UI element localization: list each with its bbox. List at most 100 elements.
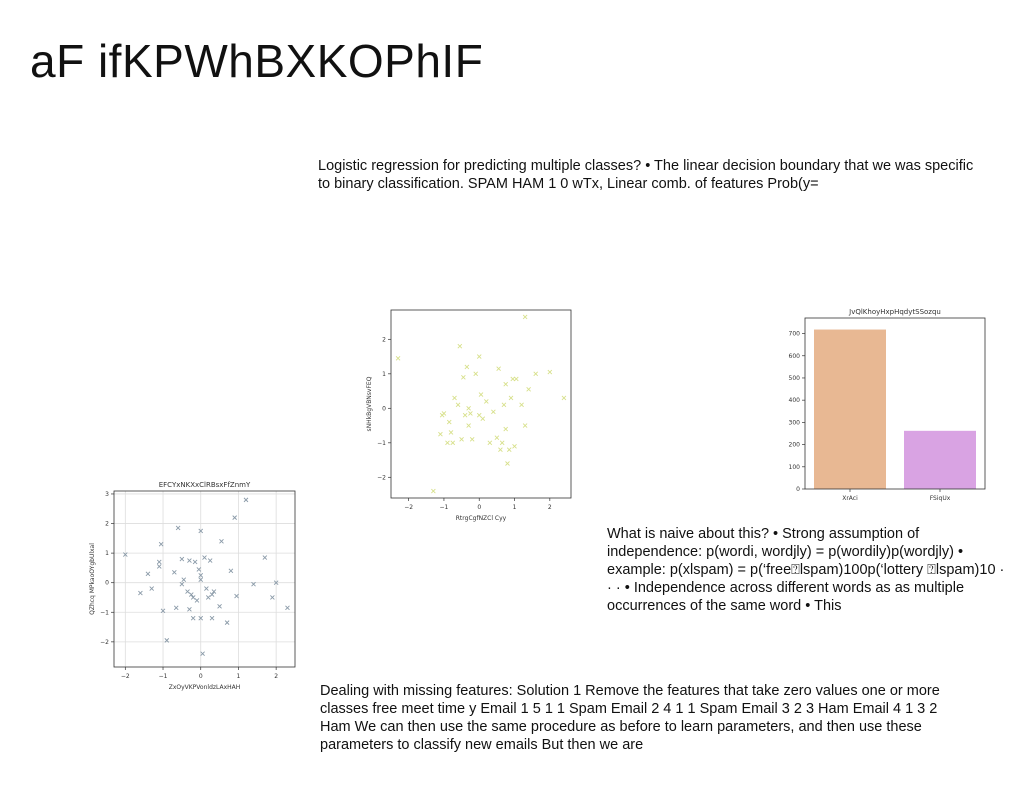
- scatter-point: [466, 405, 471, 411]
- x-axis-label: ZxOyVKPVonldzLAxHAH: [169, 684, 241, 691]
- x-tick-label: −1: [159, 673, 168, 680]
- scatter-point: [476, 412, 482, 418]
- scatter-point: [205, 595, 211, 600]
- bar-chart: JvQlKhoyHxpHqdytSSozqu XrAci FSiqUx 0 100 200…: [789, 308, 986, 502]
- scatter-point: [181, 577, 187, 583]
- scatter-point: [498, 447, 503, 453]
- scatter-point: [473, 371, 479, 377]
- y-tick-label: 700: [789, 331, 801, 338]
- scatter-point: [499, 440, 505, 446]
- scatter-plot-1: −2 −1 0 1 2 −2 −1 0 1 2 RtrgCgfNZCl Cyy sNHkBgVBNsv…: [366, 309, 572, 522]
- scatter-point: [533, 371, 539, 377]
- y-tick-label: −1: [100, 609, 109, 616]
- chart-title: EFCYxNKXxClRBsxFfZnmY: [159, 481, 251, 489]
- scatter-point: [251, 581, 256, 587]
- scatter-point: [466, 423, 471, 428]
- y-tick-label: 600: [789, 353, 801, 360]
- x-tick-label: 1: [237, 673, 241, 680]
- scatter-point: [480, 416, 486, 421]
- scatter-point: [158, 541, 164, 547]
- y-tick-label: 2: [105, 521, 109, 528]
- scatter-point: [198, 572, 204, 578]
- text-block-logistic-regression: Logistic regression for predicting multi…: [318, 158, 974, 192]
- chart-title: JvQlKhoyHxpHqdytSSozqu: [848, 308, 941, 316]
- scatter-point: [156, 564, 162, 569]
- plot-frame: [390, 309, 572, 499]
- scatter-point: [198, 528, 204, 534]
- scatter-point: [187, 558, 192, 563]
- scatter-point: [483, 399, 489, 404]
- scatter-point: [172, 570, 177, 575]
- scatter-point: [234, 593, 239, 599]
- scatter-point: [228, 568, 234, 574]
- scatter-point: [522, 314, 528, 320]
- x-tick-label: −2: [121, 673, 130, 680]
- x-axis-label: RtrgCgfNZCl Cyy: [456, 515, 507, 522]
- text-block-naive-bayes: What is naive about this? • Strong assum…: [607, 526, 1005, 614]
- scatter-point: [508, 395, 514, 401]
- x-tick-label: XrAci: [842, 495, 858, 502]
- y-tick-label: 2: [382, 336, 386, 343]
- scatter-point: [469, 437, 475, 442]
- scatter-point: [510, 376, 516, 382]
- scatter-point: [190, 595, 196, 600]
- y-tick-label: 1: [105, 550, 109, 557]
- scatter-point: [468, 411, 473, 416]
- scatter-point: [224, 620, 230, 625]
- scatter-point: [156, 559, 162, 565]
- y-tick-label: 3: [105, 491, 109, 498]
- scatter-point: [217, 604, 222, 609]
- scatter-point: [457, 343, 463, 349]
- scatter-point: [561, 395, 567, 401]
- scatter-point: [512, 443, 517, 449]
- y-tick-label: 200: [789, 442, 801, 449]
- scatter-point: [232, 515, 237, 520]
- scatter-point: [145, 571, 151, 577]
- scatter-point: [190, 615, 196, 621]
- scatter-point: [526, 387, 531, 392]
- scatter-point: [450, 440, 456, 446]
- text-block-missing-features: Dealing with missing features: Solution …: [320, 683, 940, 753]
- y-tick-label: 0: [796, 486, 800, 493]
- scatter-point: [198, 615, 204, 621]
- scatter-point: [503, 381, 509, 387]
- plot-frame: [113, 490, 296, 668]
- scatter-point: [243, 497, 249, 503]
- scatter-point: [164, 638, 170, 643]
- scatter-point: [505, 461, 510, 466]
- bar: [814, 329, 886, 489]
- scatter-point: [173, 605, 179, 611]
- scatter-point: [461, 374, 466, 380]
- scatter-point: [501, 402, 507, 408]
- scatter-point: [476, 354, 482, 359]
- scatter-point: [187, 607, 192, 612]
- y-tick-label: 1: [382, 371, 386, 378]
- scatter-point: [445, 440, 450, 446]
- scatter-point: [200, 651, 205, 657]
- y-tick-label: 0: [105, 580, 109, 587]
- y-tick-label: 100: [789, 464, 801, 471]
- x-tick-label: 2: [548, 504, 552, 511]
- scatter-point: [273, 580, 279, 586]
- scatter-point: [462, 412, 468, 418]
- scatter-point: [455, 402, 461, 408]
- y-tick-label: 500: [789, 375, 801, 382]
- scatter-point: [496, 366, 501, 371]
- scatter-point: [262, 555, 268, 560]
- x-tick-label: FSiqUx: [930, 495, 951, 502]
- scatter-point: [487, 440, 493, 446]
- scatter-point: [219, 538, 224, 544]
- scatter-point: [149, 586, 155, 591]
- scatter-point: [209, 615, 215, 621]
- scatter-point: [194, 598, 200, 603]
- x-tick-label: −1: [440, 504, 449, 511]
- bar: [904, 430, 976, 489]
- x-tick-label: 1: [513, 504, 517, 511]
- scatter-point: [192, 559, 198, 565]
- y-tick-label: 300: [789, 419, 801, 426]
- plot-frame: [804, 317, 986, 490]
- slide-title: aF ifKPWhBXKOPhIF: [30, 35, 484, 87]
- scatter-point: [175, 525, 181, 531]
- scatter-point: [179, 556, 185, 562]
- scatter-point: [185, 589, 190, 594]
